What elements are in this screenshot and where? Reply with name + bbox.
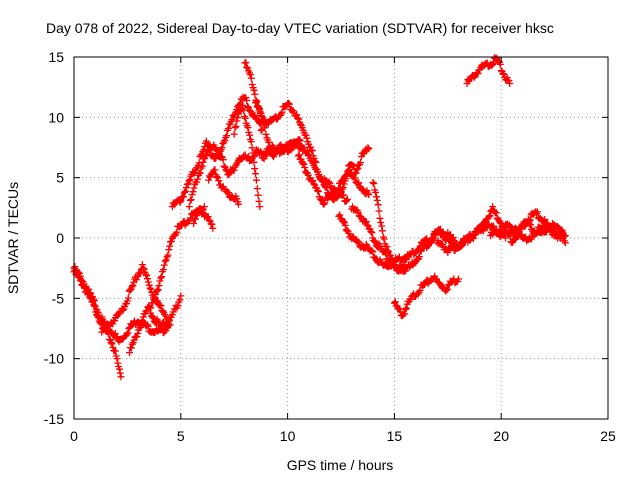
series-markers (230, 101, 264, 211)
series-markers (70, 266, 125, 381)
series-markers (369, 179, 409, 275)
y-tick-label: 15 (48, 49, 64, 65)
series-markers (506, 218, 569, 240)
series-markers (294, 151, 373, 208)
x-tick-label: 10 (280, 428, 296, 444)
y-axis: -15 -10 -5 0 5 10 15 (44, 49, 608, 427)
series-markers (185, 145, 272, 211)
x-axis: 0 5 10 15 20 25 (70, 57, 616, 444)
series-arc-18 (390, 272, 462, 320)
series-arc-22 (463, 54, 514, 87)
x-axis-label: GPS time / hours (287, 457, 394, 473)
series-arc-10 (230, 101, 264, 211)
series-arc-21 (506, 218, 569, 240)
series-markers (168, 93, 266, 211)
series-arc-8 (190, 205, 217, 232)
series-markers (190, 205, 217, 232)
series-arc-17 (369, 179, 409, 275)
series-arc-7 (185, 145, 272, 211)
x-tick-label: 15 (387, 428, 403, 444)
data-points (70, 54, 569, 381)
x-tick-label: 20 (493, 428, 509, 444)
x-tick-label: 5 (177, 428, 185, 444)
y-tick-label: -15 (44, 411, 64, 427)
y-tick-label: 10 (48, 109, 64, 125)
chart-title: Day 078 of 2022, Sidereal Day-to-day VTE… (46, 20, 554, 36)
y-tick-label: 0 (56, 230, 64, 246)
x-tick-label: 0 (70, 428, 78, 444)
series-markers (205, 166, 242, 208)
x-tick-label: 25 (600, 428, 616, 444)
y-tick-label: -10 (44, 351, 64, 367)
series-markers (463, 54, 514, 87)
series-arc-9 (205, 166, 242, 208)
series-arc-14 (294, 151, 373, 208)
series-markers (390, 272, 462, 320)
y-axis-label: SDTVAR / TECUs (5, 182, 21, 294)
y-tick-label: -5 (52, 290, 65, 306)
y-tick-label: 5 (56, 170, 64, 186)
series-arc-2 (70, 266, 125, 381)
series-arc-6 (168, 93, 266, 211)
